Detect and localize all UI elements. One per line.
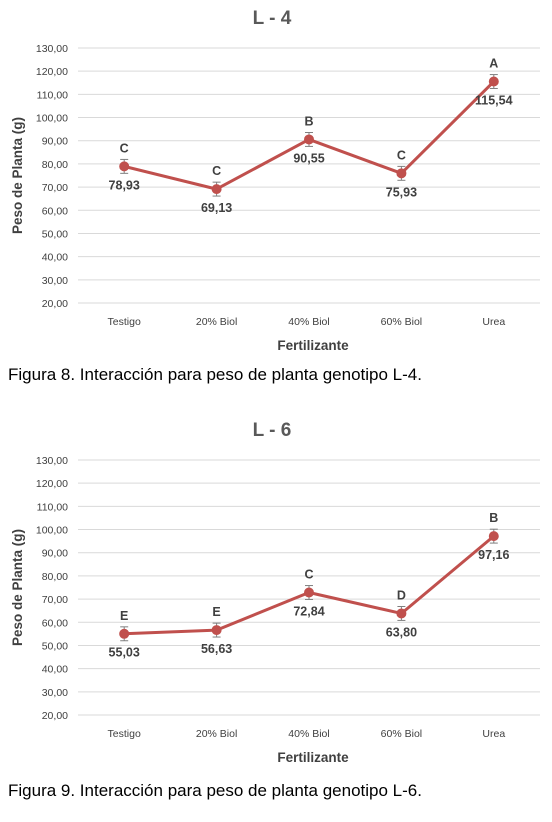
l4-y-tick-label: 20,00 — [42, 298, 68, 310]
l6-y-tick-label: 60,00 — [42, 617, 68, 629]
l4-significance-letter: A — [489, 57, 498, 71]
figure-8-caption: Figura 8. Interacción para peso de plant… — [8, 365, 422, 384]
l6-y-tick-label: 100,00 — [36, 525, 68, 537]
l4-y-tick-label: 100,00 — [36, 113, 68, 125]
l6-significance-letter: D — [397, 589, 406, 603]
l6-x-axis-label: Fertilizante — [277, 750, 349, 765]
l4-y-tick-label: 60,00 — [42, 205, 68, 217]
l4-x-axis-label: Fertilizante — [277, 338, 349, 353]
l6-data-point — [304, 587, 314, 598]
l6-significance-letter: B — [489, 511, 498, 525]
l4-significance-letter: C — [212, 164, 221, 178]
l6-y-tick-label: 130,00 — [36, 455, 68, 467]
l4-data-label: 78,93 — [109, 178, 140, 192]
l6-y-tick-label: 50,00 — [42, 640, 68, 652]
l4-y-tick-label: 80,00 — [42, 159, 68, 171]
l6-data-label: 72,84 — [293, 604, 324, 618]
l6-data-point — [119, 628, 130, 639]
l6-x-tick-label: Urea — [482, 728, 505, 740]
l6-significance-letter: E — [120, 609, 128, 623]
l6-data-point — [211, 625, 222, 636]
l6-y-tick-label: 20,00 — [42, 710, 68, 722]
chart-l6-svg: L - 6 20,00 30,00 40,00 50,00 60,00 70,00 80,00… — [10, 420, 540, 765]
l6-y-tick-label: 40,00 — [42, 664, 68, 676]
l4-y-tick-label: 120,00 — [36, 66, 68, 78]
l6-y-tick-label: 120,00 — [36, 478, 68, 490]
l4-x-tick-label: Testigo — [108, 316, 141, 328]
l6-y-tick-label: 110,00 — [37, 501, 68, 513]
l4-y-tick-label: 90,00 — [42, 136, 68, 148]
chart-l4-svg: L - 4 20,00 30,00 40,00 50,00 60,00 70,00 80,00… — [10, 8, 540, 353]
l6-data-label: 97,16 — [478, 548, 509, 562]
l4-y-tick-label: 30,00 — [42, 275, 68, 287]
l6-x-tick-label: 40% Biol — [288, 728, 329, 740]
chart-l6: L - 6 20,00 30,00 40,00 50,00 60,00 70,00 80,00… — [0, 412, 552, 772]
l4-y-tick-label: 110,00 — [37, 89, 68, 101]
l4-data-label: 75,93 — [386, 185, 417, 199]
chart-l4: L - 4 20,00 30,00 40,00 50,00 60,00 70,00 80,00… — [0, 0, 552, 360]
l4-data-label: 115,54 — [475, 93, 513, 107]
l4-chart-title: L - 4 — [253, 8, 292, 29]
l6-data-point — [488, 531, 499, 542]
l6-y-tick-label: 70,00 — [42, 594, 68, 606]
l4-data-point — [211, 184, 222, 195]
l6-significance-letter: C — [304, 568, 313, 582]
l6-significance-letter: E — [212, 605, 220, 619]
l4-x-tick-label: 20% Biol — [196, 316, 237, 328]
l6-chart-title: L - 6 — [253, 420, 292, 441]
l4-y-axis-label: Peso de Planta (g) — [10, 117, 25, 234]
l4-data-point — [488, 76, 499, 87]
l4-y-tick-label: 70,00 — [42, 182, 68, 194]
l6-x-tick-label: 20% Biol — [196, 728, 237, 740]
l4-x-tick-label: 60% Biol — [381, 316, 422, 328]
l4-significance-letter: C — [120, 141, 129, 155]
l4-significance-letter: B — [304, 114, 313, 128]
l4-data-point — [119, 161, 130, 172]
l4-y-tick-label: 130,00 — [36, 43, 68, 55]
l4-data-label: 90,55 — [293, 151, 324, 165]
l6-y-axis-label: Peso de Planta (g) — [10, 529, 25, 646]
l6-y-tick-label: 30,00 — [42, 687, 68, 699]
l6-x-tick-label: 60% Biol — [381, 728, 422, 740]
l6-data-label: 63,80 — [386, 625, 417, 639]
l4-significance-letter: C — [397, 148, 406, 162]
l6-data-point — [396, 608, 407, 619]
l6-data-label: 56,63 — [201, 642, 232, 656]
l4-data-point — [396, 168, 407, 179]
l4-x-tick-label: 40% Biol — [288, 316, 329, 328]
l6-data-label: 55,03 — [109, 646, 140, 660]
l4-data-point — [304, 134, 314, 145]
l4-y-tick-label: 50,00 — [42, 228, 68, 240]
l4-x-tick-label: Urea — [482, 316, 505, 328]
l6-y-tick-label: 90,00 — [42, 548, 68, 560]
l6-y-tick-label: 80,00 — [42, 571, 68, 583]
l6-series-line — [124, 534, 495, 636]
l4-y-tick-label: 40,00 — [42, 252, 68, 264]
figure-9-caption: Figura 9. Interacción para peso de plant… — [8, 781, 422, 800]
l4-data-label: 69,13 — [201, 201, 232, 215]
l6-x-tick-label: Testigo — [108, 728, 141, 740]
